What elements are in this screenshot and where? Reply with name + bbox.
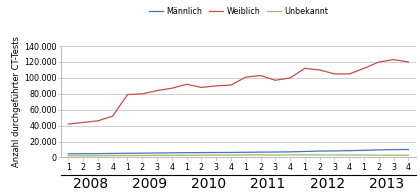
- Unbekannt: [184, 154, 189, 156]
- Weiblich: [66, 123, 71, 125]
- Männlich: [125, 152, 130, 154]
- Männlich: [273, 151, 278, 153]
- Weiblich: [288, 77, 293, 79]
- Weiblich: [110, 115, 115, 117]
- Männlich: [288, 151, 293, 153]
- Line: Männlich: Männlich: [68, 150, 408, 154]
- Männlich: [376, 149, 381, 151]
- Unbekannt: [140, 154, 145, 157]
- Unbekannt: [302, 154, 307, 156]
- Weiblich: [406, 61, 411, 63]
- Weiblich: [81, 121, 86, 124]
- Weiblich: [302, 67, 307, 70]
- Männlich: [184, 151, 189, 154]
- Unbekannt: [125, 154, 130, 157]
- Unbekannt: [95, 155, 100, 157]
- Männlich: [317, 150, 322, 152]
- Männlich: [302, 150, 307, 153]
- Weiblich: [125, 94, 130, 96]
- Männlich: [140, 152, 145, 154]
- Unbekannt: [362, 154, 367, 156]
- Weiblich: [140, 93, 145, 95]
- Männlich: [362, 149, 367, 151]
- Männlich: [214, 151, 219, 154]
- Männlich: [110, 152, 115, 155]
- Weiblich: [95, 120, 100, 122]
- Männlich: [391, 148, 396, 151]
- Weiblich: [199, 86, 204, 89]
- Unbekannt: [317, 154, 322, 156]
- Weiblich: [243, 76, 248, 78]
- Unbekannt: [406, 154, 411, 156]
- Unbekannt: [391, 154, 396, 156]
- Männlich: [406, 148, 411, 151]
- Line: Unbekannt: Unbekannt: [68, 155, 408, 156]
- Männlich: [347, 150, 352, 152]
- Unbekannt: [214, 154, 219, 156]
- Unbekannt: [243, 154, 248, 156]
- Weiblich: [155, 89, 160, 92]
- Unbekannt: [66, 155, 71, 157]
- Männlich: [258, 151, 263, 153]
- Weiblich: [376, 61, 381, 63]
- Männlich: [169, 152, 174, 154]
- Unbekannt: [110, 154, 115, 157]
- Y-axis label: Anzahl durchgeführter CT-Tests: Anzahl durchgeführter CT-Tests: [12, 36, 21, 167]
- Unbekannt: [155, 154, 160, 156]
- Weiblich: [347, 73, 352, 75]
- Männlich: [155, 152, 160, 154]
- Unbekannt: [169, 154, 174, 156]
- Unbekannt: [273, 154, 278, 156]
- Unbekannt: [81, 155, 86, 157]
- Weiblich: [362, 67, 367, 70]
- Unbekannt: [258, 154, 263, 156]
- Legend: Männlich, Weiblich, Unbekannt: Männlich, Weiblich, Unbekannt: [145, 3, 331, 19]
- Unbekannt: [376, 154, 381, 156]
- Männlich: [199, 151, 204, 154]
- Unbekannt: [288, 154, 293, 156]
- Unbekannt: [228, 154, 234, 156]
- Weiblich: [184, 83, 189, 85]
- Weiblich: [391, 58, 396, 61]
- Männlich: [66, 153, 71, 155]
- Weiblich: [273, 79, 278, 81]
- Männlich: [243, 151, 248, 153]
- Weiblich: [228, 84, 234, 86]
- Weiblich: [258, 74, 263, 77]
- Männlich: [95, 152, 100, 155]
- Männlich: [332, 150, 337, 152]
- Männlich: [228, 151, 234, 154]
- Weiblich: [214, 85, 219, 87]
- Männlich: [81, 153, 86, 155]
- Weiblich: [317, 69, 322, 71]
- Unbekannt: [199, 154, 204, 156]
- Weiblich: [169, 87, 174, 89]
- Unbekannt: [332, 154, 337, 156]
- Line: Weiblich: Weiblich: [68, 60, 408, 124]
- Weiblich: [332, 73, 337, 75]
- Unbekannt: [347, 154, 352, 156]
